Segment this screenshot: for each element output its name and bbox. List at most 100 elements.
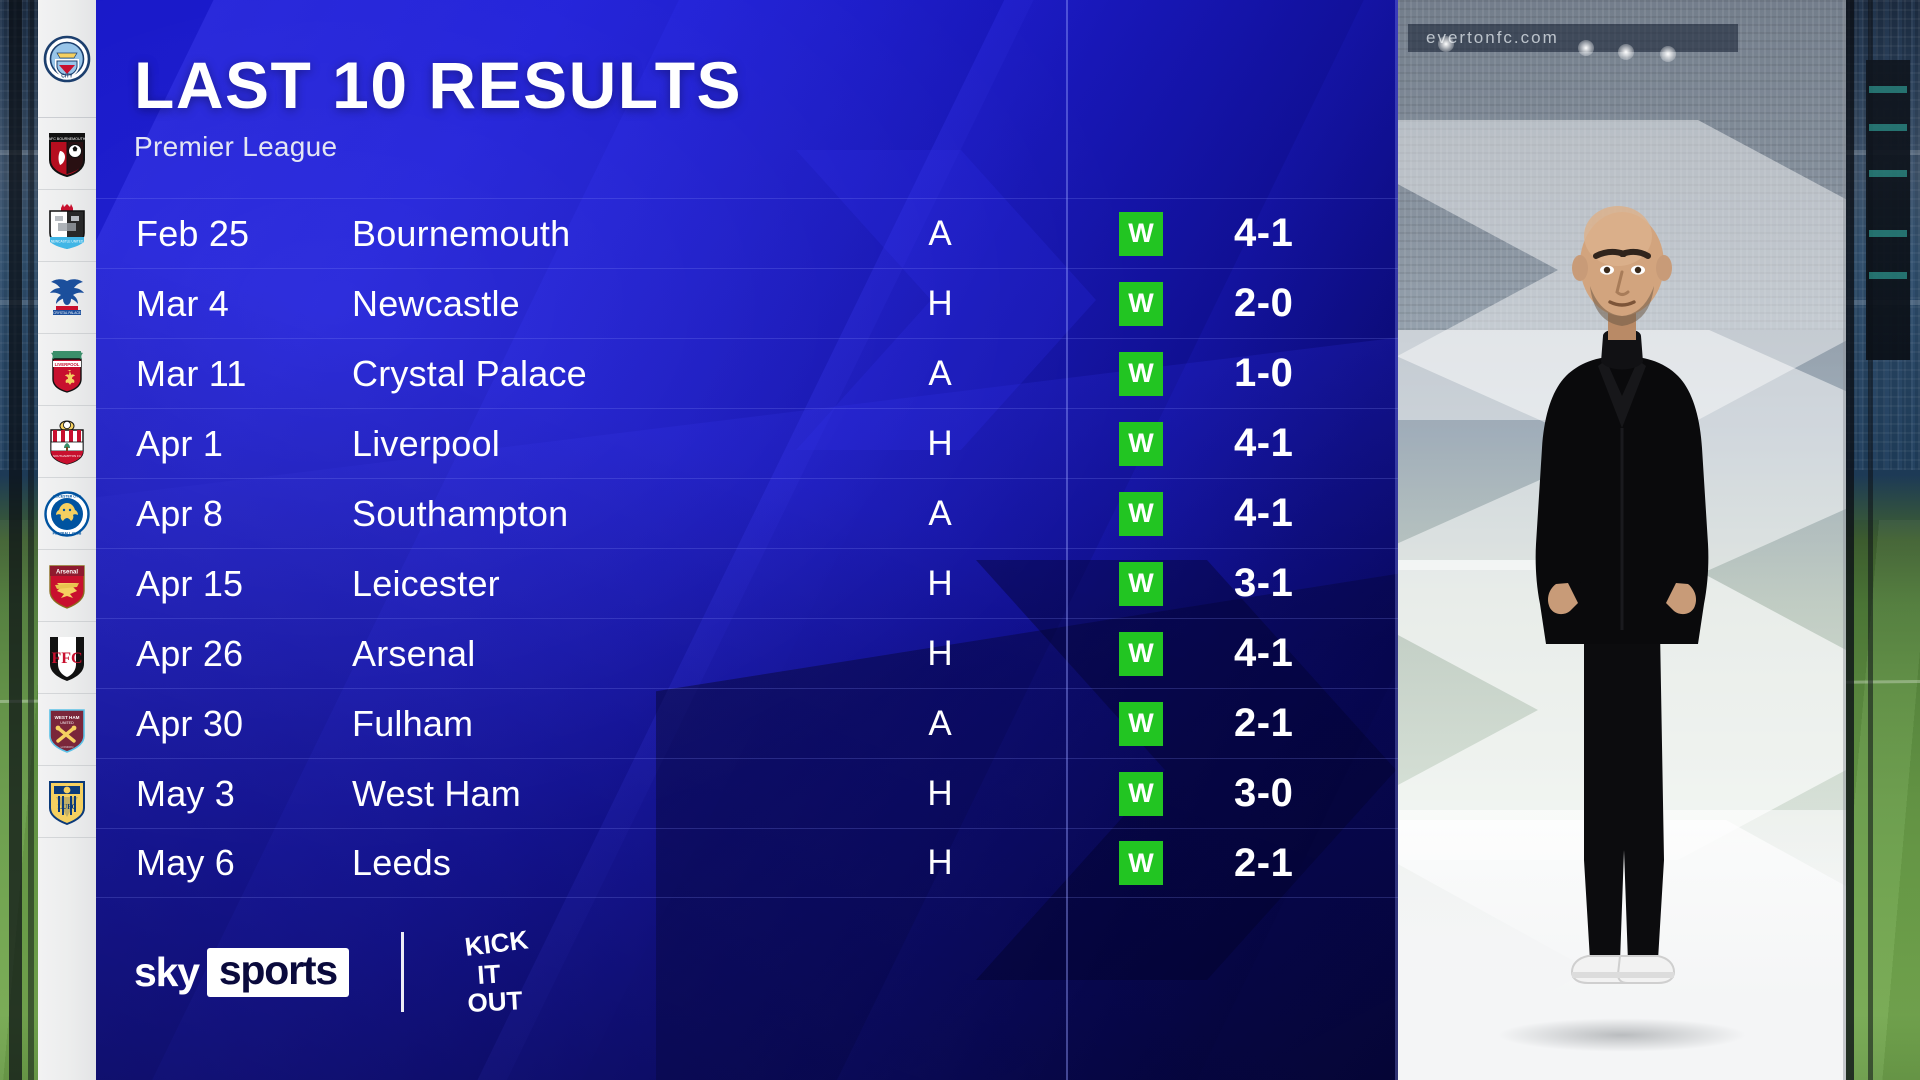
row-venue: A — [928, 493, 952, 533]
result-badge: W — [1119, 771, 1163, 816]
row-venue: A — [928, 703, 952, 743]
figure-shadow — [1497, 1018, 1747, 1052]
row-result-cell: W — [1066, 631, 1216, 676]
row-score: 4-1 — [1234, 211, 1294, 255]
table-row[interactable]: Apr 8 Southampton A W 4-1 — [96, 478, 1398, 548]
table-row[interactable]: Mar 4 Newcastle H W 2-0 — [96, 268, 1398, 338]
row-venue: H — [927, 633, 953, 673]
svg-text:CRYSTAL PALACE: CRYSTAL PALACE — [53, 311, 81, 315]
panel-header: LAST 10 RESULTS Premier League — [134, 52, 742, 163]
crest-manchester-city[interactable]: CITY — [38, 0, 96, 118]
advertising-board: evertonfc.com — [1408, 24, 1738, 52]
row-date: Mar 11 — [136, 352, 247, 394]
svg-text:WEST HAM: WEST HAM — [54, 715, 79, 720]
table-row[interactable]: Apr 1 Liverpool H W 4-1 — [96, 408, 1398, 478]
table-row[interactable]: Feb 25 Bournemouth A W 4-1 — [96, 198, 1398, 268]
floodlight — [1618, 44, 1634, 60]
row-result-cell: W — [1066, 841, 1216, 885]
table-row[interactable]: May 3 West Ham H W 3-0 — [96, 758, 1398, 828]
row-result-cell: W — [1066, 281, 1216, 326]
row-result-cell: W — [1066, 701, 1216, 746]
row-date: May 6 — [136, 842, 236, 883]
row-opponent: Leicester — [352, 562, 500, 604]
crest-crystal-palace[interactable]: CRYSTAL PALACE — [38, 262, 96, 334]
row-venue: A — [928, 213, 952, 253]
crest-arsenal[interactable]: Arsenal — [38, 550, 96, 622]
results-panel: LAST 10 RESULTS Premier League Feb 25 Bou… — [96, 0, 1398, 1080]
row-opponent: Liverpool — [352, 422, 500, 464]
crest-newcastle[interactable]: NEWCASTLE UNITED — [38, 190, 96, 262]
footer-logos: sky sports KICK IT OUT — [134, 924, 552, 1020]
crest-leicester[interactable]: LEICESTER CITY FOOTBALL CLUB — [38, 478, 96, 550]
crest-liverpool[interactable]: LIVERPOOL — [38, 334, 96, 406]
row-result-cell: W — [1066, 491, 1216, 536]
svg-text:LUFC: LUFC — [57, 803, 76, 811]
row-opponent: Leeds — [352, 842, 452, 883]
table-row[interactable]: May 6 Leeds H W 2-1 — [96, 828, 1398, 898]
result-badge: W — [1119, 561, 1163, 606]
column-divider — [1066, 0, 1068, 1080]
svg-text:LIVERPOOL: LIVERPOOL — [55, 361, 80, 366]
crest-bournemouth[interactable]: AFC BOURNEMOUTH — [38, 118, 96, 190]
svg-text:Arsenal: Arsenal — [56, 569, 78, 575]
floodlight — [1578, 40, 1594, 56]
table-row[interactable]: Apr 26 Arsenal H W 4-1 — [96, 618, 1398, 688]
logo-separator — [400, 932, 404, 1012]
page-title: LAST 10 RESULTS — [134, 48, 743, 122]
result-badge: W — [1119, 351, 1163, 396]
row-date: Apr 8 — [136, 492, 224, 534]
svg-text:LEICESTER CITY: LEICESTER CITY — [53, 494, 81, 498]
row-result-cell: W — [1066, 561, 1216, 606]
crest-southampton[interactable]: SOUTHAMPTON FC — [38, 406, 96, 478]
row-score: 4-1 — [1234, 421, 1294, 465]
svg-text:CITY: CITY — [61, 73, 73, 79]
floodlight — [1438, 36, 1454, 52]
row-date: Apr 15 — [136, 562, 244, 604]
table-row[interactable]: Mar 11 Crystal Palace A W 1-0 — [96, 338, 1398, 408]
page-subtitle: Premier League — [134, 131, 338, 162]
svg-text:SOUTHAMPTON FC: SOUTHAMPTON FC — [53, 454, 82, 458]
row-opponent: Bournemouth — [352, 212, 571, 254]
stadium-pillar-right — [1868, 0, 1873, 1080]
team-crest-rail: CITY AFC BOURNEMOUTH — [38, 0, 96, 1080]
result-badge: W — [1119, 701, 1163, 746]
row-opponent: Fulham — [352, 702, 474, 744]
row-score: 4-1 — [1234, 491, 1294, 535]
stadium-pillar — [28, 0, 34, 1080]
result-badge: W — [1119, 281, 1163, 326]
svg-text:FFC: FFC — [51, 650, 82, 667]
crest-west-ham[interactable]: WEST HAM UNITED LONDON — [38, 694, 96, 766]
floodlight — [1660, 46, 1676, 62]
row-score: 2-0 — [1234, 281, 1294, 325]
row-opponent: Southampton — [352, 492, 569, 534]
result-badge: W — [1119, 211, 1163, 256]
row-venue: A — [928, 353, 952, 393]
row-date: May 3 — [136, 772, 236, 814]
row-opponent: Newcastle — [352, 282, 520, 324]
row-result-cell: W — [1066, 211, 1216, 256]
row-score: 2-1 — [1234, 840, 1294, 885]
table-row[interactable]: Apr 30 Fulham A W 2-1 — [96, 688, 1398, 758]
crest-leeds[interactable]: LUFC — [38, 766, 96, 838]
sports-word: sports — [206, 947, 349, 997]
row-score: 4-1 — [1234, 631, 1294, 675]
row-score: 3-0 — [1234, 771, 1294, 815]
row-score: 3-1 — [1234, 561, 1294, 605]
manager-photo-panel: evertonfc.com — [1398, 0, 1846, 1080]
svg-text:OUT: OUT — [467, 985, 523, 1018]
table-row[interactable]: Apr 15 Leicester H W 3-1 — [96, 548, 1398, 618]
row-date: Apr 26 — [136, 632, 244, 674]
row-opponent: Crystal Palace — [352, 352, 587, 394]
panel-right-edge — [1395, 0, 1398, 1080]
result-badge: W — [1119, 631, 1163, 676]
row-venue: H — [927, 773, 953, 813]
row-score: 2-1 — [1234, 701, 1294, 745]
row-score: 1-0 — [1234, 351, 1294, 395]
crest-fulham[interactable]: FFC — [38, 622, 96, 694]
row-result-cell: W — [1066, 421, 1216, 466]
row-opponent: Arsenal — [352, 632, 476, 674]
photo-panel-edge — [1843, 0, 1846, 1080]
result-badge: W — [1119, 421, 1163, 466]
row-opponent: West Ham — [352, 772, 521, 814]
